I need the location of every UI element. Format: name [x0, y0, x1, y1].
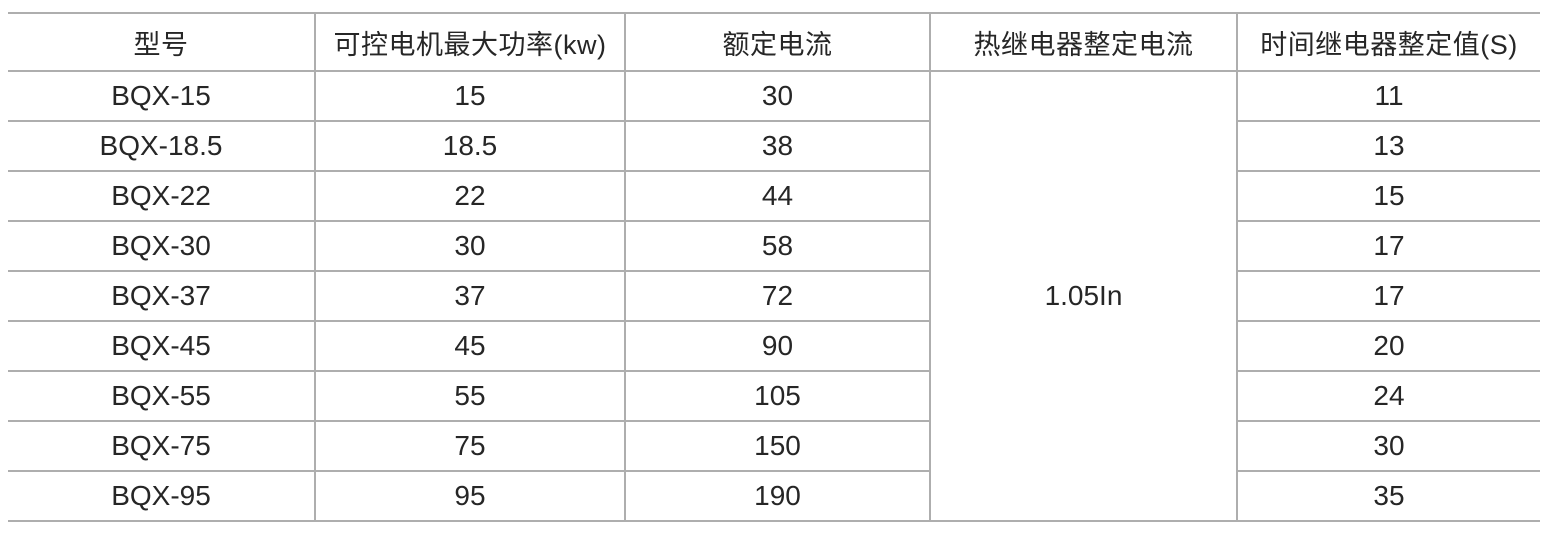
rated-current-cell: 44 [624, 170, 931, 222]
rated-current-cell: 58 [624, 220, 931, 272]
table-row: BQX-75 75 150 30 [8, 420, 1540, 472]
table-row: BQX-45 45 90 20 [8, 320, 1540, 372]
model-cell: BQX-75 [8, 420, 316, 472]
table-row: BQX-22 22 44 15 [8, 170, 1540, 222]
table-row: BQX-18.5 18.5 38 13 [8, 120, 1540, 172]
model-cell: BQX-30 [8, 220, 316, 272]
model-cell: BQX-45 [8, 320, 316, 372]
max-power-cell: 95 [314, 470, 626, 522]
max-power-cell: 15 [314, 70, 626, 122]
time-relay-setting-cell: 11 [1236, 70, 1540, 122]
column-header-thermal-relay-setting-current: 热继电器整定电流 [929, 12, 1238, 72]
model-cell: BQX-37 [8, 270, 316, 322]
time-relay-setting-cell: 17 [1236, 220, 1540, 272]
column-header-model: 型号 [8, 12, 316, 72]
max-power-cell: 18.5 [314, 120, 626, 172]
rated-current-cell: 90 [624, 320, 931, 372]
time-relay-setting-cell: 30 [1236, 420, 1540, 472]
rated-current-cell: 72 [624, 270, 931, 322]
table-row: BQX-15 15 30 1.05In 11 [8, 70, 1540, 522]
table-row: BQX-95 95 190 35 [8, 470, 1540, 522]
table-row: BQX-55 55 105 24 [8, 370, 1540, 422]
rated-current-cell: 30 [624, 70, 931, 122]
time-relay-setting-cell: 35 [1236, 470, 1540, 522]
max-power-cell: 45 [314, 320, 626, 372]
model-cell: BQX-18.5 [8, 120, 316, 172]
thermal-relay-merged-cell: 1.05In [929, 70, 1238, 522]
model-cell: BQX-22 [8, 170, 316, 222]
time-relay-setting-cell: 20 [1236, 320, 1540, 372]
time-relay-setting-cell: 15 [1236, 170, 1540, 222]
max-power-cell: 37 [314, 270, 626, 322]
table-header-row: 型号 可控电机最大功率(kw) 额定电流 热继电器整定电流 时间继电器整定值(S… [8, 12, 1540, 72]
max-power-cell: 55 [314, 370, 626, 422]
rated-current-cell: 105 [624, 370, 931, 422]
model-cell: BQX-55 [8, 370, 316, 422]
max-power-cell: 22 [314, 170, 626, 222]
rated-current-cell: 150 [624, 420, 931, 472]
rated-current-cell: 190 [624, 470, 931, 522]
column-header-rated-current: 额定电流 [624, 12, 931, 72]
column-header-time-relay-setting-value: 时间继电器整定值(S) [1236, 12, 1540, 72]
time-relay-setting-cell: 13 [1236, 120, 1540, 172]
column-header-max-motor-power: 可控电机最大功率(kw) [314, 12, 626, 72]
max-power-cell: 30 [314, 220, 626, 272]
rated-current-cell: 38 [624, 120, 931, 172]
time-relay-setting-cell: 24 [1236, 370, 1540, 422]
model-cell: BQX-15 [8, 70, 316, 122]
table-row: BQX-37 37 72 17 [8, 270, 1540, 322]
model-cell: BQX-95 [8, 470, 316, 522]
max-power-cell: 75 [314, 420, 626, 472]
time-relay-setting-cell: 17 [1236, 270, 1540, 322]
table-body: BQX-15 15 30 1.05In 11 BQX-18.5 18.5 38 13 BQX-22… [8, 70, 1540, 522]
motor-relay-spec-table: 型号 可控电机最大功率(kw) 额定电流 热继电器整定电流 时间继电器整定值(S… [8, 12, 1540, 522]
table-row: BQX-30 30 58 17 [8, 220, 1540, 272]
